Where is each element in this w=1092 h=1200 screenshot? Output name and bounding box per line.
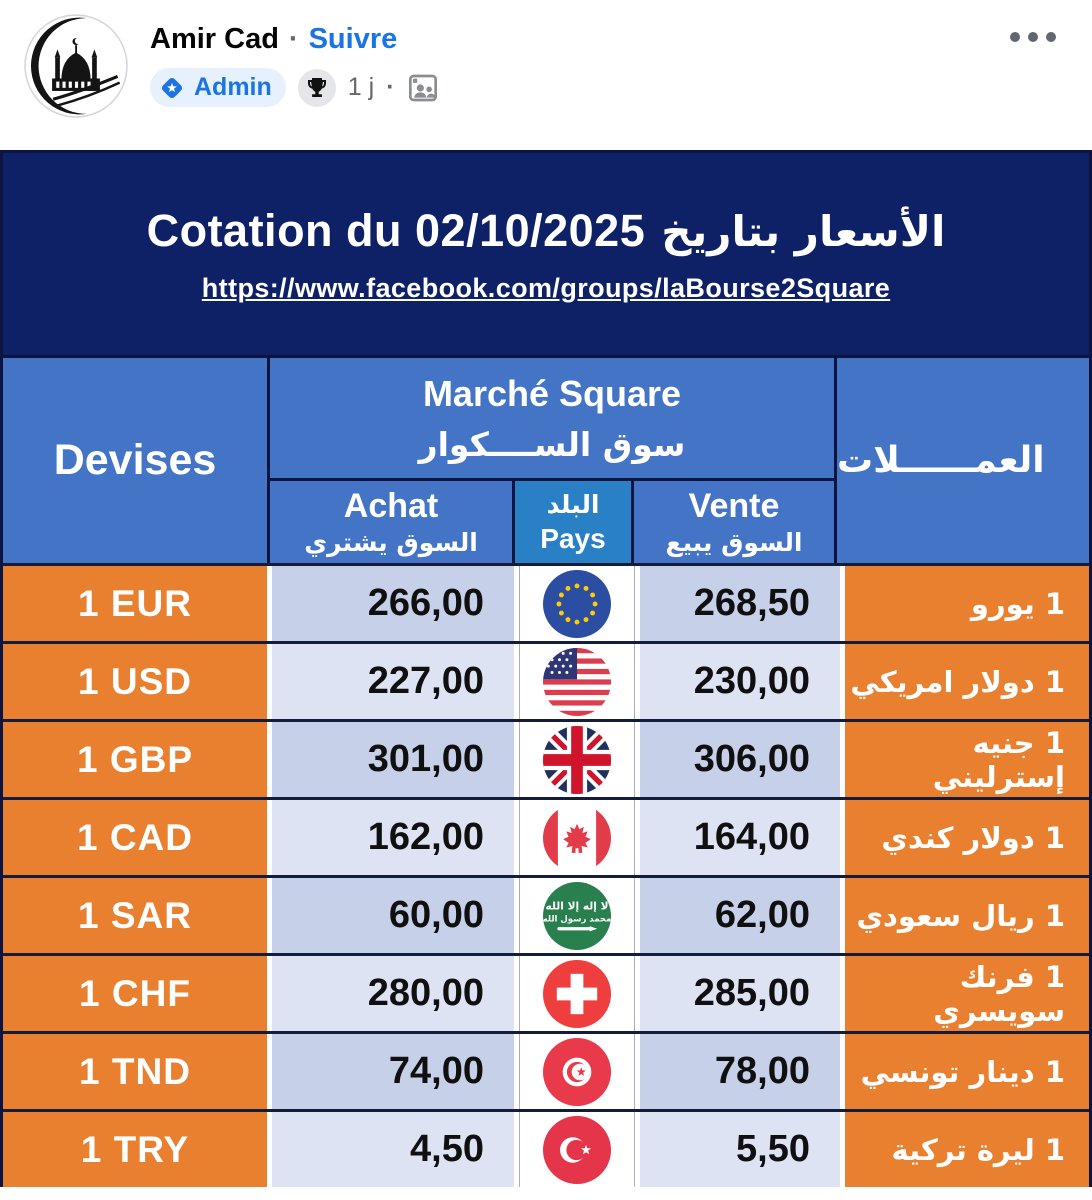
currency-name-arabic: 1 دولار كندي xyxy=(845,800,1089,875)
header-vente-fr: Vente xyxy=(688,487,780,525)
vente-value: 268,50 xyxy=(640,566,840,641)
separator-dot: · xyxy=(288,23,299,55)
header-devises: Devises xyxy=(3,358,267,563)
group-privacy-icon xyxy=(408,74,437,101)
saudi-flag-icon: لا إله إلا الله محمد رسول الله xyxy=(543,881,611,950)
achat-value: 301,00 xyxy=(272,722,514,797)
achat-value: 266,00 xyxy=(272,566,514,641)
header-pays-fr: Pays xyxy=(540,522,606,554)
table-header: Devises Marché Square سوق الســــكوار ال… xyxy=(3,355,1089,563)
table-body: 1 EUR 266,00 268,50 1 يورو 1 USD 227,00 … xyxy=(3,563,1089,1187)
currency-name-arabic: 1 جنيه إسترليني xyxy=(845,722,1089,797)
achat-value: 227,00 xyxy=(272,644,514,719)
table-row: 1 EUR 266,00 268,50 1 يورو xyxy=(3,563,1089,641)
header-pays-ar: البلد xyxy=(546,489,600,519)
currency-name-arabic: 1 دينار تونسي xyxy=(845,1034,1089,1109)
currency-code: 1 EUR xyxy=(3,566,267,641)
currency-name-arabic: 1 ريال سعودي xyxy=(845,878,1089,953)
eu-flag-icon xyxy=(543,569,611,638)
vente-value: 306,00 xyxy=(640,722,840,797)
table-row: 1 CAD 162,00 164,00 1 دولار كندي xyxy=(3,797,1089,875)
turkey-flag-icon xyxy=(543,1115,611,1184)
banner-title-fr: Cotation du 02/10/2025 xyxy=(146,204,646,256)
svg-text:لا إله إلا الله: لا إله إلا الله xyxy=(546,899,609,912)
flag-cell xyxy=(519,1034,635,1109)
flag-cell xyxy=(519,800,635,875)
flag-cell xyxy=(519,1112,635,1187)
flag-cell xyxy=(519,722,635,797)
trophy-icon xyxy=(307,77,326,97)
table-row: 1 TND 74,00 78,00 1 دينار تونسي xyxy=(3,1031,1089,1109)
currency-name-arabic: 1 يورو xyxy=(845,566,1089,641)
profile-avatar[interactable] xyxy=(24,14,128,118)
timestamp[interactable]: 1 j xyxy=(347,73,375,101)
follow-button[interactable]: Suivre xyxy=(308,23,398,55)
currency-code: 1 CAD xyxy=(3,800,267,875)
more-options-button[interactable] xyxy=(1010,32,1056,42)
header-marche-ar: سوق الســــكوار xyxy=(418,424,686,464)
table-row: 1 USD 227,00 230,00 1 دولار امريكي xyxy=(3,641,1089,719)
table-row: 1 TRY 4,50 5,50 1 ليرة تركية xyxy=(3,1109,1089,1187)
currency-name-arabic: 1 دولار امريكي xyxy=(845,644,1089,719)
table-row: 1 SAR 60,00 لا إله إلا الله محمد رسول ال… xyxy=(3,875,1089,953)
post-header: Amir Cad · Suivre Admin 1 j · xyxy=(0,0,1092,136)
flag-cell xyxy=(519,566,635,641)
group-url-link[interactable]: https://www.facebook.com/groups/laBourse… xyxy=(201,272,891,303)
currency-name-arabic: 1 فرنك سويسري xyxy=(845,956,1089,1031)
header-vente: Vente السوق يبيع xyxy=(634,481,834,563)
currency-code: 1 CHF xyxy=(3,956,267,1031)
cotation-graphic: Cotation du 02/10/2025 الأسعار بتاريخ ht… xyxy=(0,150,1092,1187)
flag-cell xyxy=(519,644,635,719)
currency-code: 1 SAR xyxy=(3,878,267,953)
tunisia-flag-icon xyxy=(543,1037,611,1106)
header-achat-ar: السوق يشتري xyxy=(304,528,478,557)
header-marche-square: Marché Square سوق الســــكوار xyxy=(270,358,834,478)
uk-flag-icon xyxy=(543,725,611,794)
vente-value: 62,00 xyxy=(640,878,840,953)
usa-flag-icon xyxy=(543,647,611,716)
currency-code: 1 USD xyxy=(3,644,267,719)
banner-title-ar: الأسعار بتاريخ xyxy=(661,206,946,256)
table-row: 1 GBP 301,00 306,00 1 جنيه إسترليني xyxy=(3,719,1089,797)
currency-name-arabic: 1 ليرة تركية xyxy=(845,1112,1089,1187)
vente-value: 285,00 xyxy=(640,956,840,1031)
banner: Cotation du 02/10/2025 الأسعار بتاريخ ht… xyxy=(3,153,1089,355)
achat-value: 162,00 xyxy=(272,800,514,875)
header-achat: Achat السوق يشتري xyxy=(270,481,512,563)
vente-value: 230,00 xyxy=(640,644,840,719)
author-name[interactable]: Amir Cad xyxy=(150,23,279,55)
top-contributor-badge[interactable] xyxy=(297,68,336,107)
achat-value: 60,00 xyxy=(272,878,514,953)
currency-code: 1 TND xyxy=(3,1034,267,1109)
currency-code: 1 GBP xyxy=(3,722,267,797)
currency-code: 1 TRY xyxy=(3,1112,267,1187)
vente-value: 78,00 xyxy=(640,1034,840,1109)
achat-value: 280,00 xyxy=(272,956,514,1031)
header-vente-ar: السوق يبيع xyxy=(665,528,803,557)
header-currencies-arabic: العمــــــلات xyxy=(837,358,1089,563)
admin-badge[interactable]: Admin xyxy=(150,68,286,107)
admin-label: Admin xyxy=(194,73,272,101)
vente-value: 164,00 xyxy=(640,800,840,875)
header-pays: البلد Pays xyxy=(515,481,631,563)
flag-cell xyxy=(519,956,635,1031)
banner-title: Cotation du 02/10/2025 الأسعار بتاريخ xyxy=(147,205,946,257)
header-marche-fr: Marché Square xyxy=(422,372,682,414)
meta-dot: · xyxy=(386,73,395,101)
header-achat-fr: Achat xyxy=(343,487,439,525)
achat-value: 4,50 xyxy=(272,1112,514,1187)
admin-diamond-icon xyxy=(161,77,183,98)
vente-value: 5,50 xyxy=(640,1112,840,1187)
flag-cell: لا إله إلا الله محمد رسول الله xyxy=(519,878,635,953)
canada-flag-icon xyxy=(543,803,611,872)
achat-value: 74,00 xyxy=(272,1034,514,1109)
table-row: 1 CHF 280,00 285,00 1 فرنك سويسري xyxy=(3,953,1089,1031)
swiss-flag-icon xyxy=(543,959,611,1028)
svg-text:محمد رسول الله: محمد رسول الله xyxy=(543,914,611,924)
